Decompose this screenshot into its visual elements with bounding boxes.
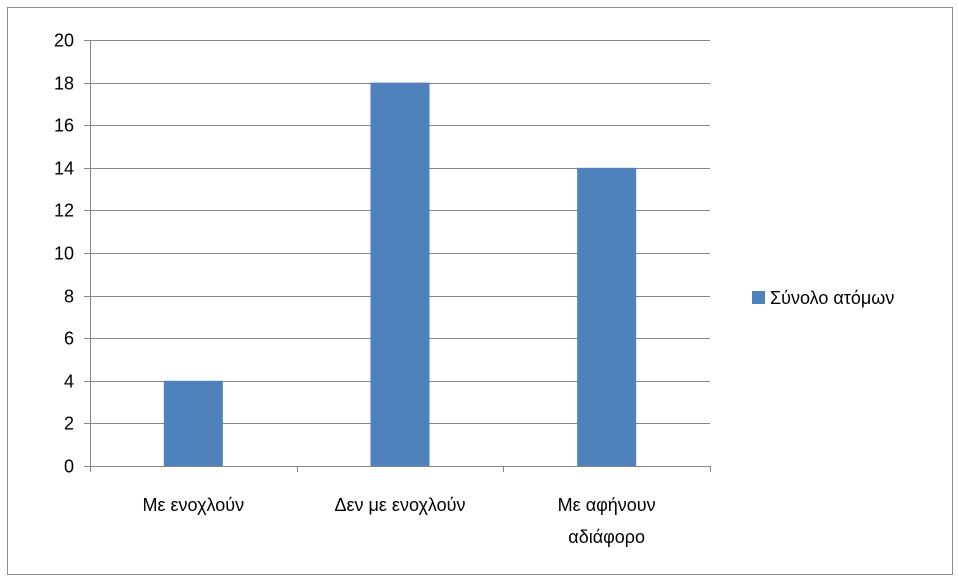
y-tick-label-10: 10 <box>54 244 74 264</box>
bar-3[interactable] <box>577 167 637 467</box>
y-tick-label-20: 20 <box>54 31 74 51</box>
x-category-label-3: Με αφήνουν αδιάφορο <box>558 495 656 547</box>
chart-frame <box>7 7 953 575</box>
x-category-labels: Με ενοχλούν Δεν με ενοχλούν Με αφήνουν αδιά… <box>143 495 656 547</box>
y-tick-label-0: 0 <box>64 457 74 477</box>
y-tick-label-2: 2 <box>64 414 74 434</box>
y-tick-labels: 0 2 4 6 8 10 12 14 16 18 20 <box>54 31 74 477</box>
y-tick-label-18: 18 <box>54 74 74 94</box>
x-category-label-2: Δεν με ενοχλούν <box>334 495 465 515</box>
y-tick-label-16: 16 <box>54 116 74 136</box>
bar-2[interactable] <box>370 82 430 466</box>
y-tick-label-8: 8 <box>64 287 74 307</box>
y-tick-label-4: 4 <box>64 372 74 392</box>
x-category-label-1: Με ενοχλούν <box>143 495 245 515</box>
y-tick-label-6: 6 <box>64 329 74 349</box>
legend-swatch-series-1 <box>752 291 765 304</box>
bar-1[interactable] <box>163 380 223 466</box>
legend-label-series-1: Σύνολο ατόμων <box>770 288 894 308</box>
y-tick-label-14: 14 <box>54 159 74 179</box>
bars <box>163 82 637 467</box>
axes <box>84 40 711 472</box>
y-tick-label-12: 12 <box>54 201 74 221</box>
legend[interactable]: Σύνολο ατόμων <box>752 288 894 308</box>
